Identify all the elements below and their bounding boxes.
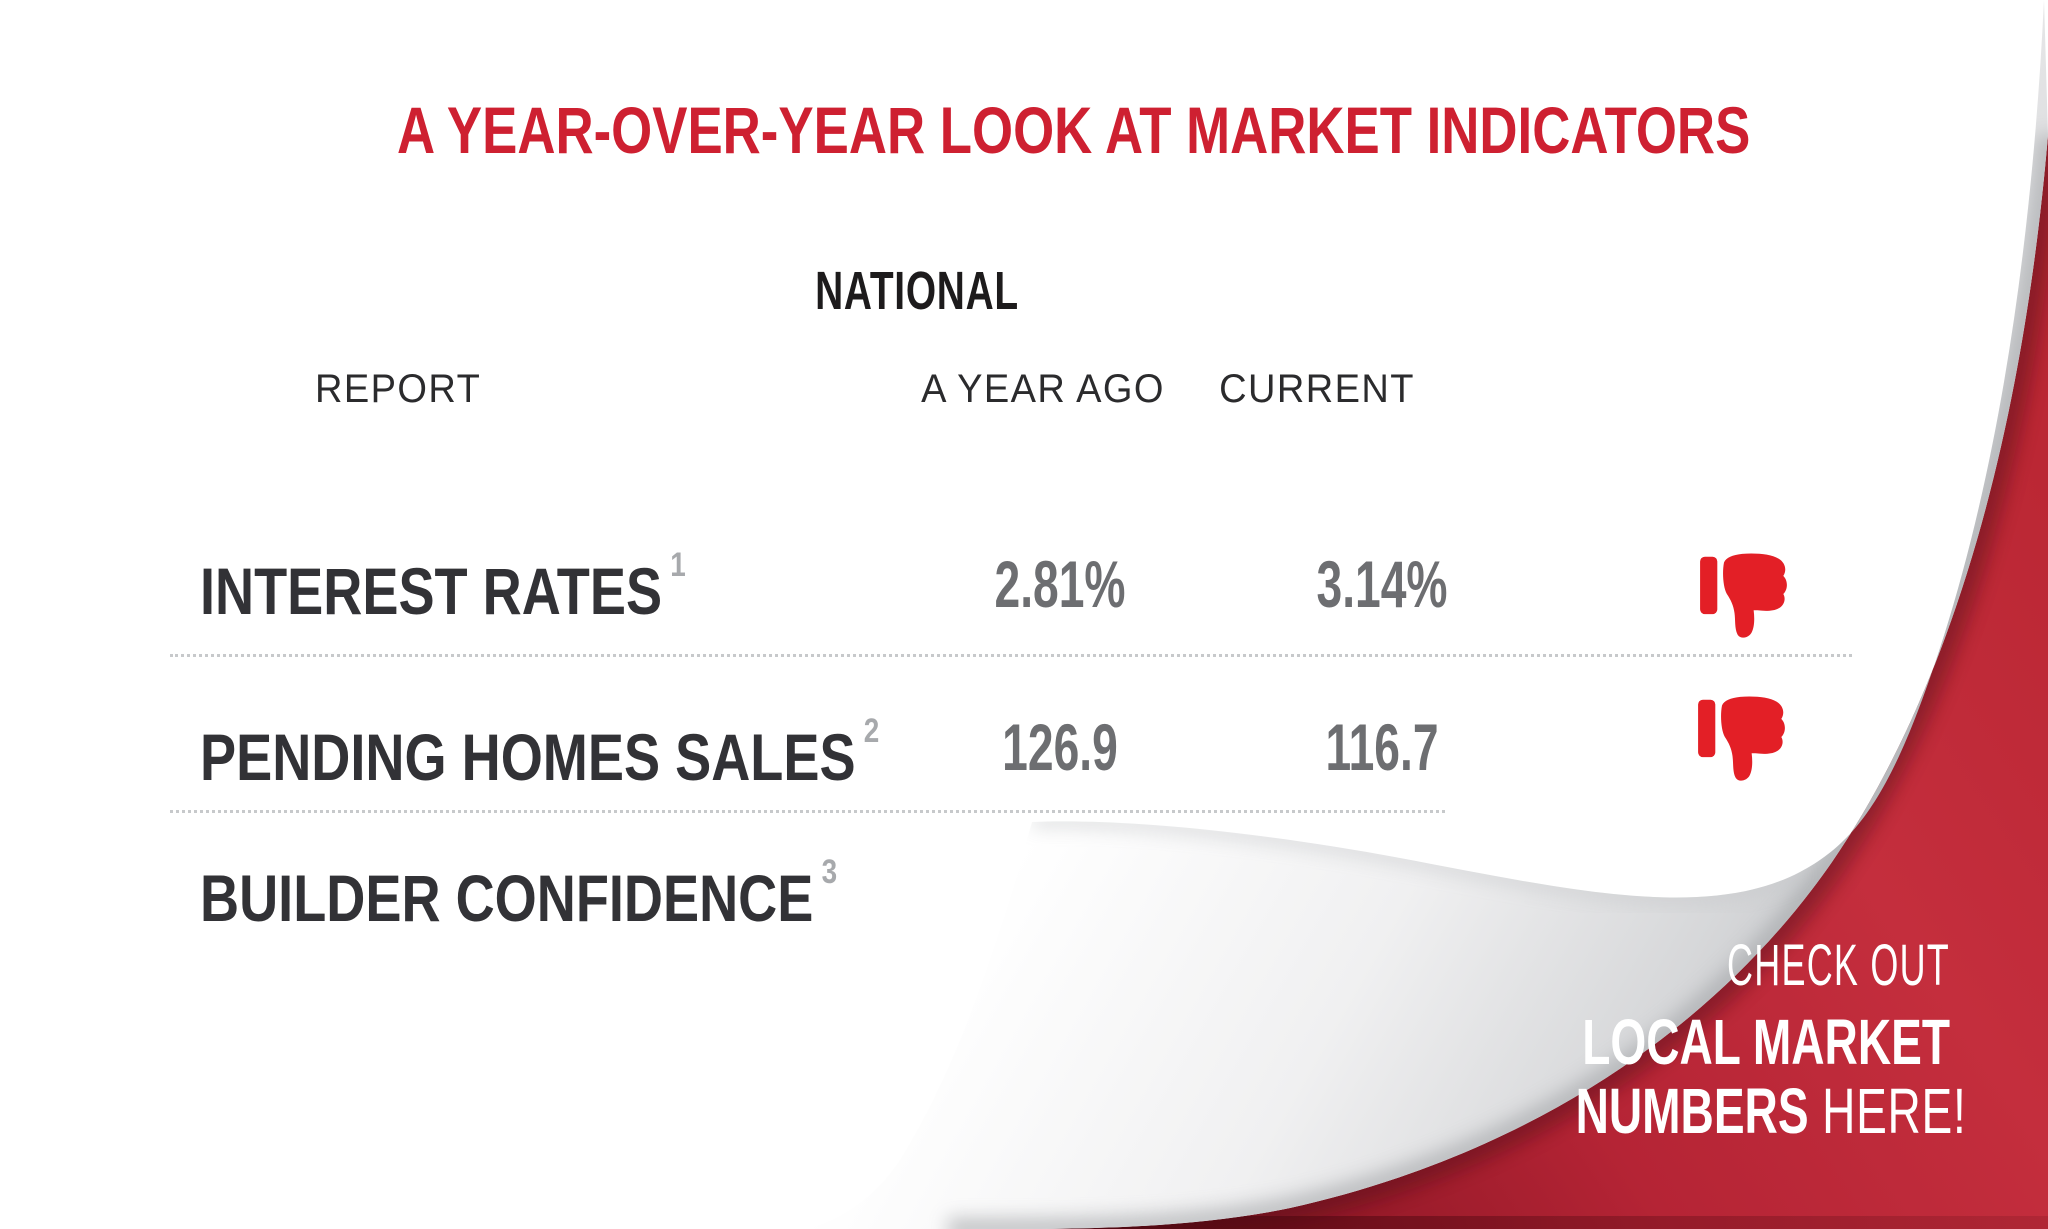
footnote-marker: 1 — [670, 546, 686, 584]
interest-rates-current-value: 3.14% — [1316, 547, 1448, 621]
interest-rates-year-ago-value: 2.81% — [994, 547, 1126, 621]
footnote-marker: 3 — [821, 853, 838, 891]
column-header-current: CURRENT — [1219, 367, 1415, 411]
footnote-marker: 2 — [863, 712, 880, 750]
cta-check-out[interactable]: CHECK OUT — [1727, 933, 1950, 998]
column-header-report: REPORT — [315, 367, 482, 411]
row-label-builder-confidence: BUILDER CONFIDENCE 3 — [200, 853, 838, 935]
row-label-pending-homes-sales: PENDING HOMES SALES 2 — [200, 712, 880, 794]
row-divider — [170, 654, 1852, 657]
thumbs-down-icon — [1700, 553, 1787, 638]
cta-local-market[interactable]: LOCAL MARKET — [1582, 1006, 1950, 1078]
section-header-national: NATIONAL — [815, 261, 1019, 321]
row-label-interest-rates: INTEREST RATES 1 — [200, 546, 686, 628]
page-title: A YEAR-OVER-YEAR LOOK AT MARKET INDICATO… — [397, 93, 1751, 167]
pending-homes-year-ago-value: 126.9 — [1002, 710, 1118, 784]
row-divider — [170, 810, 1445, 813]
pending-homes-current-value: 116.7 — [1325, 710, 1439, 784]
cta-numbers-here[interactable]: NUMBERS HERE! — [1575, 1075, 1967, 1147]
thumbs-down-icon — [1698, 696, 1785, 781]
